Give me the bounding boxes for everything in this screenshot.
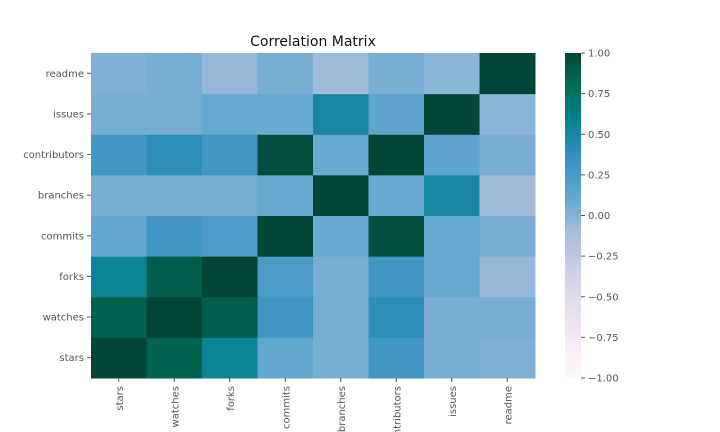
heatmap-cell-commits-forks (202, 215, 258, 257)
heatmap-cell-issues-contributors (368, 93, 425, 135)
heatmap-cell-stars-forks (202, 337, 258, 379)
heatmap-cell-readme-contributors (368, 53, 425, 95)
heatmap-cell-stars-contributors (368, 337, 425, 379)
heatmap-cell-contributors-issues (424, 134, 480, 176)
heatmap-cell-commits-watches (146, 215, 203, 257)
heatmap-cell-watches-stars (91, 296, 147, 338)
heatmap-cell-contributors-contributors (368, 134, 425, 176)
heatmap-cell-watches-forks (202, 296, 258, 338)
heatmap-cell-commits-stars (91, 215, 147, 257)
heatmap-cell-stars-readme (479, 337, 536, 379)
colorbar-tick-label: 0.00 (588, 211, 610, 222)
heatmap-cell-branches-watches (146, 174, 203, 217)
x-tick-label-readme: readme (503, 386, 514, 424)
heatmap-cell-contributors-forks (202, 134, 258, 176)
y-tick-label-branches: branches (38, 191, 84, 202)
x-tick-label-commits: commits (281, 386, 292, 429)
colorbar-ticks: 1.00 0.75 0.50 0.25 0.00 −0.25 −0.50 −0.75 −1.00 (581, 49, 619, 385)
heatmap-cell-readme-stars (91, 53, 147, 95)
heatmap-cell-watches-watches (146, 296, 203, 338)
heatmap-cell-commits-commits (257, 215, 314, 257)
heatmap-cell-readme-issues (424, 53, 480, 95)
heatmap-cell-forks-commits (257, 256, 314, 298)
heatmap-cells (91, 53, 536, 379)
heatmap-cell-branches-contributors (368, 174, 425, 217)
heatmap-cell-watches-issues (424, 296, 480, 338)
heatmap-cell-contributors-readme (479, 134, 536, 176)
y-tick-label-stars: stars (59, 353, 84, 364)
heatmap-cell-forks-contributors (368, 256, 425, 298)
y-tick-label-issues: issues (53, 109, 84, 120)
heatmap-cell-issues-issues (424, 93, 480, 135)
heatmap-cell-branches-commits (257, 174, 314, 217)
heatmap-cell-stars-stars (91, 337, 147, 379)
heatmap-cell-commits-readme (479, 215, 536, 257)
colorbar-tick-label: −0.25 (588, 252, 619, 263)
heatmap-cell-stars-watches (146, 337, 203, 379)
heatmap-cell-issues-stars (91, 93, 147, 135)
heatmap-cell-forks-watches (146, 256, 203, 298)
colorbar-tick-label: −0.50 (588, 292, 619, 303)
heatmap-cell-issues-forks (202, 93, 258, 135)
heatmap-cell-forks-issues (424, 256, 480, 298)
colorbar-tick-label: −1.00 (588, 374, 619, 385)
colorbar-tick-label: 0.75 (588, 89, 610, 100)
x-tick-label-issues: issues (448, 386, 459, 417)
heatmap-cell-readme-forks (202, 53, 258, 95)
y-axis: stars watches forks commits branches contribu… (23, 69, 91, 364)
heatmap-cell-watches-readme (479, 296, 536, 338)
heatmap-cell-contributors-watches (146, 134, 203, 176)
y-tick-label-commits: commits (41, 231, 84, 242)
heatmap-cell-readme-watches (146, 53, 203, 95)
colorbar-tick-label: 0.50 (588, 130, 610, 141)
heatmap-cell-forks-stars (91, 256, 147, 298)
y-tick-label-readme: readme (46, 69, 84, 80)
colorbar-tick-label: 0.25 (588, 170, 610, 181)
colorbar (565, 53, 581, 378)
heatmap-cell-stars-branches (313, 337, 369, 379)
y-tick-label-forks: forks (59, 272, 84, 283)
heatmap-cell-issues-branches (313, 93, 369, 135)
heatmap-cell-branches-readme (479, 174, 536, 217)
colorbar-tick-label: −0.75 (588, 333, 619, 344)
chart-title: Correlation Matrix (250, 34, 376, 50)
heatmap-cell-readme-readme (479, 53, 536, 95)
heatmap-cell-issues-watches (146, 93, 203, 135)
heatmap-cell-watches-contributors (368, 296, 425, 338)
heatmap-cell-commits-contributors (368, 215, 425, 257)
heatmap-cell-issues-readme (479, 93, 536, 135)
heatmap-cell-watches-branches (313, 296, 369, 338)
colorbar-tick-label: 1.00 (588, 49, 610, 60)
heatmap-cell-branches-branches (313, 174, 369, 217)
x-tick-label-branches: branches (337, 386, 348, 432)
heatmap-cell-commits-branches (313, 215, 369, 257)
heatmap-cell-readme-branches (313, 53, 369, 95)
heatmap-cell-contributors-commits (257, 134, 314, 176)
heatmap-cell-contributors-branches (313, 134, 369, 176)
heatmap-cell-forks-readme (479, 256, 536, 298)
heatmap-cell-watches-commits (257, 296, 314, 338)
heatmap-cell-branches-issues (424, 174, 480, 217)
heatmap-cell-readme-commits (257, 53, 314, 95)
heatmap-cell-stars-commits (257, 337, 314, 379)
x-tick-label-watches: watches (170, 386, 181, 427)
heatmap-cell-stars-issues (424, 337, 480, 379)
heatmap-cell-commits-issues (424, 215, 480, 257)
heatmap-cell-contributors-stars (91, 134, 147, 176)
y-tick-label-contributors: contributors (23, 150, 84, 161)
heatmap-cell-forks-forks (202, 256, 258, 298)
heatmap-cell-issues-commits (257, 93, 314, 135)
x-tick-label-stars: stars (115, 386, 126, 411)
heatmap-cell-branches-forks (202, 174, 258, 217)
y-tick-label-watches: watches (43, 313, 84, 324)
x-tick-label-forks: forks (226, 386, 237, 411)
x-axis: stars watches forks commits branches contribu… (115, 378, 514, 432)
heatmap-cell-forks-branches (313, 256, 369, 298)
x-tick-label-contributors: contributors (392, 386, 403, 432)
heatmap-cell-branches-stars (91, 174, 147, 217)
